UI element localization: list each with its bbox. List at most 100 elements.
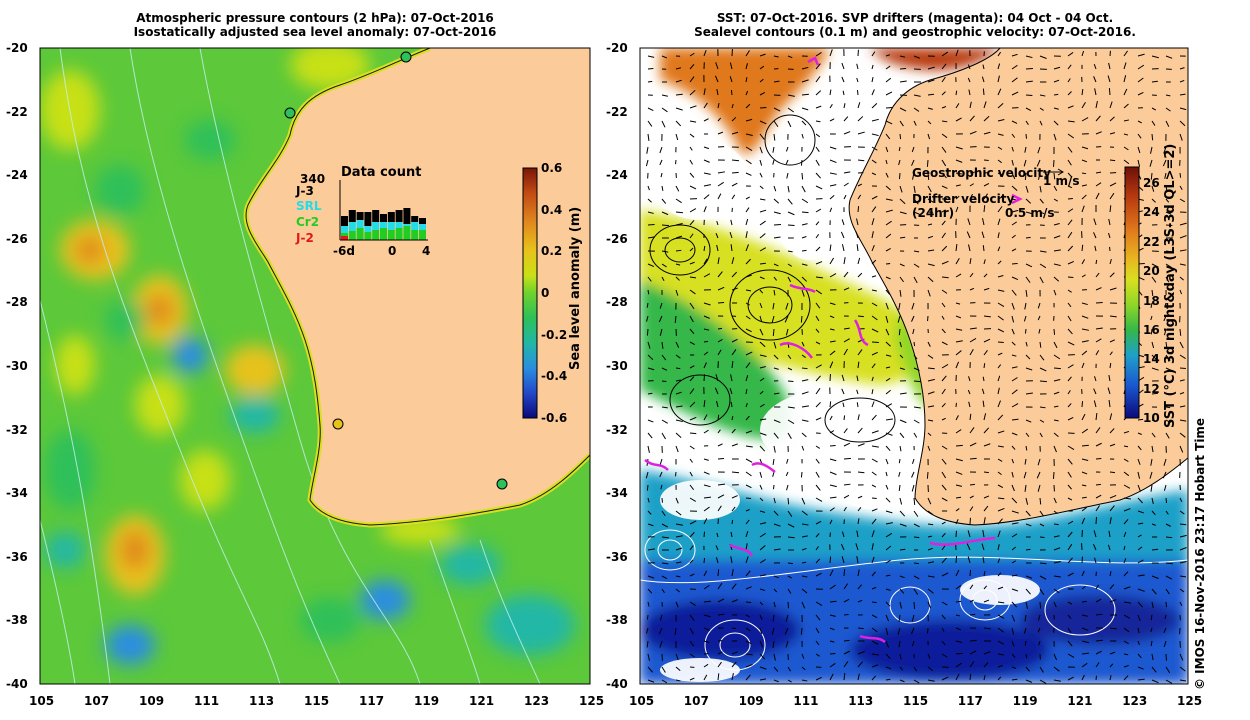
velocity-arrow [829,430,835,434]
velocity-arrow [857,443,865,447]
drifter-track [751,462,776,473]
velocity-arrow [843,327,850,330]
velocity-arrow [647,523,654,527]
velocity-arrow [983,349,988,356]
velocity-arrow [941,557,947,564]
left-y-tick-label: -38 [6,613,28,628]
velocity-arrow [703,584,710,590]
velocity-arrow [843,442,851,447]
velocity-arrow [731,131,739,135]
velocity-arrow [801,561,807,564]
velocity-arrow [689,120,697,123]
velocity-arrow [745,118,753,122]
velocity-arrow [983,471,989,474]
velocity-arrow [927,107,933,110]
velocity-arrow [1011,315,1015,323]
velocity-arrow [997,627,1004,633]
velocity-arrow [1081,362,1085,369]
velocity-arrow [759,627,763,635]
velocity-arrow [871,508,878,512]
right-y-tick-label: -26 [606,231,628,246]
velocity-arrow [787,419,795,424]
drifter-track [859,634,886,644]
velocity-arrow [645,471,649,479]
velocity-arrow [730,219,733,226]
velocity-arrow [885,209,893,213]
velocity-arrow [899,601,902,609]
velocity-arrow [1053,185,1058,191]
velocity-arrow [801,535,808,538]
velocity-arrow [759,432,767,436]
velocity-arrow [1165,55,1173,59]
velocity-arrow [1123,531,1127,538]
velocity-arrow [801,276,808,282]
velocity-arrow [927,588,934,594]
velocity-arrow [1095,613,1103,616]
velocity-arrow [997,218,1001,226]
velocity-arrow [927,79,935,83]
velocity-arrow [913,432,918,438]
velocity-arrow [1067,289,1072,293]
velocity-arrow [1179,249,1187,252]
velocity-arrow [689,146,693,151]
velocity-arrow [941,185,948,189]
velocity-arrow [1039,55,1047,59]
velocity-arrow [772,614,775,622]
velocity-arrow [969,130,977,135]
velocity-arrow [1123,146,1129,151]
velocity-arrow [800,159,803,166]
velocity-arrow [983,131,991,135]
velocity-arrow [745,508,750,512]
velocity-arrow [675,185,680,192]
velocity-arrow [955,350,962,356]
velocity-arrow [675,547,683,551]
velocity-arrow [717,673,720,681]
velocity-arrow [773,523,781,527]
velocity-arrow [689,388,695,395]
velocity-arrow [968,244,971,252]
velocity-arrow [997,51,1001,57]
velocity-arrow [927,666,933,672]
velocity-arrow [675,497,679,504]
velocity-arrow [913,263,920,268]
drifter-track [807,56,820,66]
velocity-arrow [856,375,859,382]
velocity-arrow [1025,354,1031,360]
velocity-arrow [913,380,921,383]
velocity-arrow [787,588,792,594]
velocity-arrow [773,666,779,672]
velocity-arrow [1025,211,1032,214]
velocity-arrow [843,182,849,187]
data-count-bar [411,216,419,222]
velocity-arrow [1067,133,1075,139]
velocity-arrow [772,484,775,490]
velocity-arrow [829,640,835,643]
velocity-arrow [955,172,962,175]
velocity-arrow [731,338,738,343]
velocity-arrow [675,601,679,608]
velocity-arrow [983,273,988,278]
velocity-arrow [1179,405,1186,408]
velocity-arrow [1053,575,1061,578]
velocity-arrow [885,678,891,681]
velocity-arrow [689,208,697,213]
velocity-arrow [941,458,947,465]
velocity-arrow [1109,272,1115,278]
velocity-arrow [759,198,766,201]
velocity-arrow [829,118,835,122]
velocity-arrow [1039,94,1046,97]
velocity-arrow [703,50,707,57]
velocity-arrow [899,133,902,140]
velocity-arrow [647,263,655,268]
velocity-arrow [646,614,649,620]
velocity-arrow [1039,601,1042,609]
velocity-arrow [871,351,878,356]
velocity-arrow [911,640,915,647]
velocity-arrow [801,679,808,682]
velocity-arrow [759,209,767,213]
velocity-arrow [1151,601,1154,609]
velocity-arrow [759,341,766,348]
right-y-tick-label: -40 [606,677,628,691]
velocity-arrow [1025,523,1032,527]
velocity-arrow [983,427,990,434]
